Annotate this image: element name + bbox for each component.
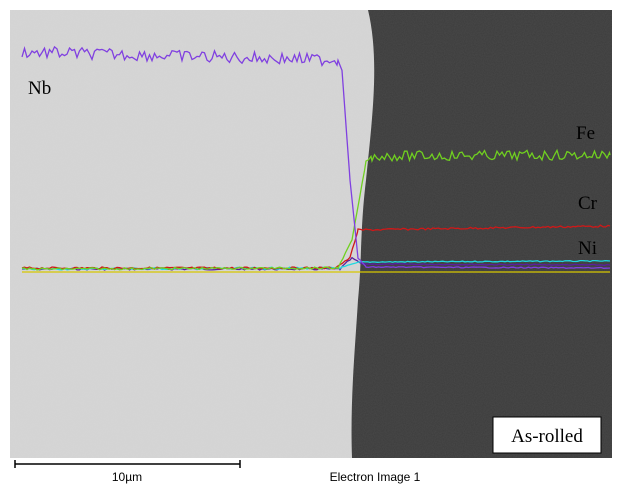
image-caption: Electron Image 1: [330, 470, 421, 484]
nb-label: Nb: [28, 78, 51, 99]
nb-profile: [21, 45, 611, 269]
fe-profile: [21, 148, 611, 271]
fe-label: Fe: [576, 123, 595, 144]
scale-bar: [14, 460, 241, 468]
cr-label: Cr: [578, 193, 598, 214]
ni-label: Ni: [578, 238, 597, 259]
scale-bar-label: 10µm: [112, 470, 142, 484]
condition-box: [492, 416, 602, 454]
grain-texture: [10, 10, 612, 458]
condition-label: As-rolled: [511, 426, 583, 447]
line-scan-profiles: [21, 45, 611, 273]
